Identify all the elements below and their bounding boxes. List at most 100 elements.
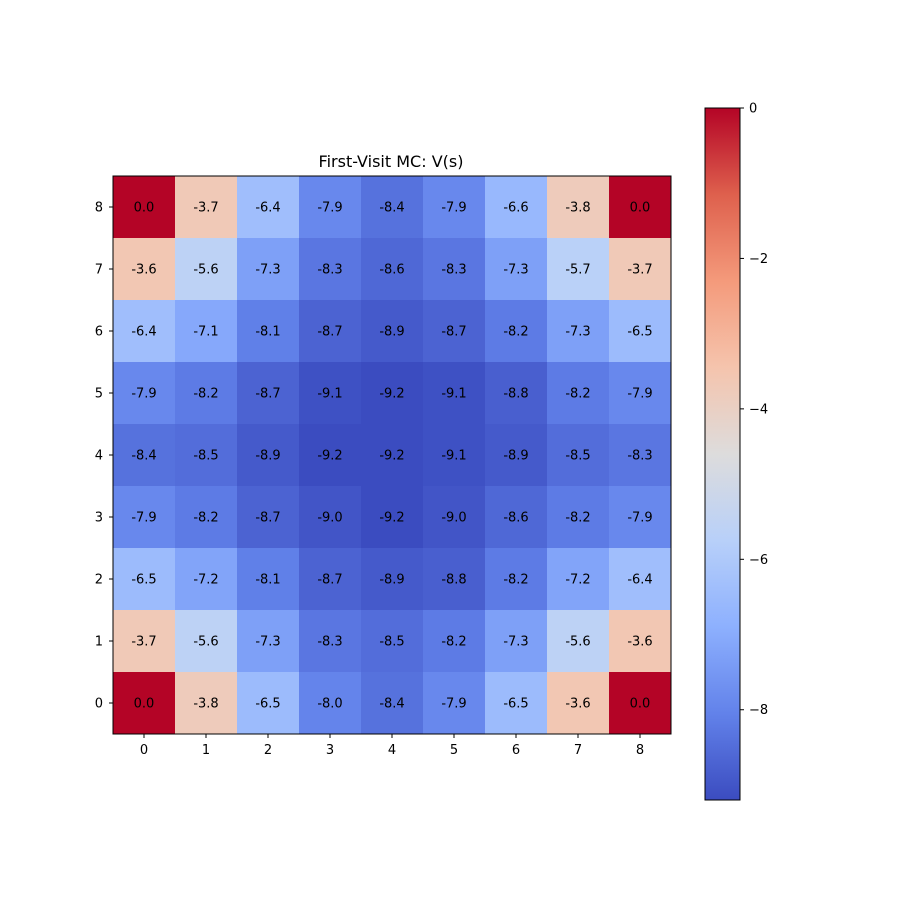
heatmap-cell — [423, 362, 486, 425]
y-tick-label: 7 — [95, 263, 103, 278]
cell-value-label: -7.9 — [131, 511, 156, 526]
heatmap-cell — [361, 176, 424, 239]
x-tick-label: 8 — [636, 743, 644, 758]
colorbar-tick-label: 0 — [749, 102, 757, 117]
heatmap-cell — [547, 424, 610, 487]
heatmap-cell — [609, 610, 672, 673]
x-tick-label: 2 — [264, 743, 272, 758]
heatmap-cell — [237, 672, 300, 735]
cell-value-label: -7.3 — [503, 635, 528, 650]
cell-value-label: -7.1 — [193, 325, 218, 340]
y-tick-label: 3 — [95, 511, 103, 526]
cell-value-label: -5.7 — [565, 263, 590, 278]
cell-value-label: -8.8 — [503, 387, 528, 402]
heatmap-cell — [113, 610, 176, 673]
cell-value-label: -8.9 — [379, 325, 404, 340]
heatmap-cell — [361, 672, 424, 735]
cell-value-label: -7.9 — [441, 697, 466, 712]
heatmap-cell — [547, 300, 610, 363]
heatmap-cell — [175, 672, 238, 735]
cell-value-label: -7.2 — [565, 573, 590, 588]
cell-value-label: 0.0 — [134, 697, 155, 712]
x-tick-label: 3 — [326, 743, 334, 758]
heatmap-cell — [423, 424, 486, 487]
cell-value-label: -6.6 — [503, 201, 528, 216]
cell-value-label: -5.6 — [565, 635, 590, 650]
cell-value-label: -8.7 — [441, 325, 466, 340]
cell-value-label: -8.1 — [255, 573, 280, 588]
cell-value-label: -8.0 — [317, 697, 342, 712]
heatmap-cell — [547, 486, 610, 549]
cell-value-label: -7.9 — [131, 387, 156, 402]
heatmap-cell — [485, 176, 548, 239]
cell-value-label: -8.3 — [627, 449, 652, 464]
heatmap-cell — [609, 238, 672, 301]
cell-value-label: -8.3 — [317, 635, 342, 650]
heatmap-cell — [547, 362, 610, 425]
cell-value-label: -8.3 — [441, 263, 466, 278]
cell-value-label: -8.3 — [317, 263, 342, 278]
cell-value-label: 0.0 — [630, 201, 651, 216]
cell-value-label: -3.7 — [627, 263, 652, 278]
x-tick-label: 5 — [450, 743, 458, 758]
heatmap-cell — [609, 548, 672, 611]
heatmap-cell — [423, 300, 486, 363]
heatmap-cell — [299, 672, 362, 735]
heatmap-cell — [113, 238, 176, 301]
cell-value-label: -8.7 — [255, 511, 280, 526]
heatmap-cell — [485, 238, 548, 301]
cell-value-label: -3.8 — [193, 697, 218, 712]
heatmap-cell — [175, 548, 238, 611]
cell-value-label: -8.9 — [255, 449, 280, 464]
heatmap-cell — [175, 362, 238, 425]
heatmap-cell — [299, 362, 362, 425]
cell-value-label: -9.1 — [441, 449, 466, 464]
heatmap-cell — [175, 610, 238, 673]
cell-value-label: -9.2 — [317, 449, 342, 464]
heatmap-cell — [237, 362, 300, 425]
x-tick-label: 6 — [512, 743, 520, 758]
heatmap-cell — [547, 176, 610, 239]
heatmap-cell — [485, 610, 548, 673]
heatmap-cell — [113, 300, 176, 363]
cell-value-label: -9.2 — [379, 387, 404, 402]
cell-value-label: -3.8 — [565, 201, 590, 216]
y-tick-label: 8 — [95, 201, 103, 216]
cell-value-label: -8.9 — [503, 449, 528, 464]
y-axis: 8 7 6 5 4 3 2 1 0 — [95, 201, 113, 712]
cell-value-label: -5.6 — [193, 263, 218, 278]
heatmap-cells — [113, 176, 672, 735]
cell-value-label: -8.2 — [193, 511, 218, 526]
heatmap-cell — [361, 424, 424, 487]
cell-value-label: -6.5 — [627, 325, 652, 340]
cell-value-label: -6.4 — [131, 325, 156, 340]
cell-value-label: -5.6 — [193, 635, 218, 650]
cell-value-label: -8.1 — [255, 325, 280, 340]
heatmap-cell — [609, 424, 672, 487]
heatmap-cell — [547, 238, 610, 301]
cell-value-label: -3.6 — [131, 263, 156, 278]
cell-value-label: -8.2 — [193, 387, 218, 402]
cell-value-label: -7.9 — [441, 201, 466, 216]
cell-value-label: -8.5 — [565, 449, 590, 464]
heatmap-cell — [175, 176, 238, 239]
heatmap-cell — [113, 176, 176, 239]
heatmap-cell — [423, 672, 486, 735]
cell-value-label: -9.2 — [379, 449, 404, 464]
cell-value-label: -7.2 — [193, 573, 218, 588]
cell-value-label: -6.5 — [503, 697, 528, 712]
heatmap-cell — [175, 424, 238, 487]
cell-value-label: 0.0 — [630, 697, 651, 712]
cell-value-label: -7.3 — [503, 263, 528, 278]
y-tick-label: 2 — [95, 573, 103, 588]
heatmap-cell — [423, 610, 486, 673]
cell-value-label: -8.2 — [503, 573, 528, 588]
heatmap-cell — [237, 610, 300, 673]
cell-value-label: -8.7 — [317, 325, 342, 340]
heatmap-cell — [609, 486, 672, 549]
y-tick-label: 6 — [95, 325, 103, 340]
cell-value-label: -8.5 — [193, 449, 218, 464]
heatmap-cell — [113, 486, 176, 549]
heatmap-cell — [547, 548, 610, 611]
cell-value-label: -8.4 — [131, 449, 156, 464]
